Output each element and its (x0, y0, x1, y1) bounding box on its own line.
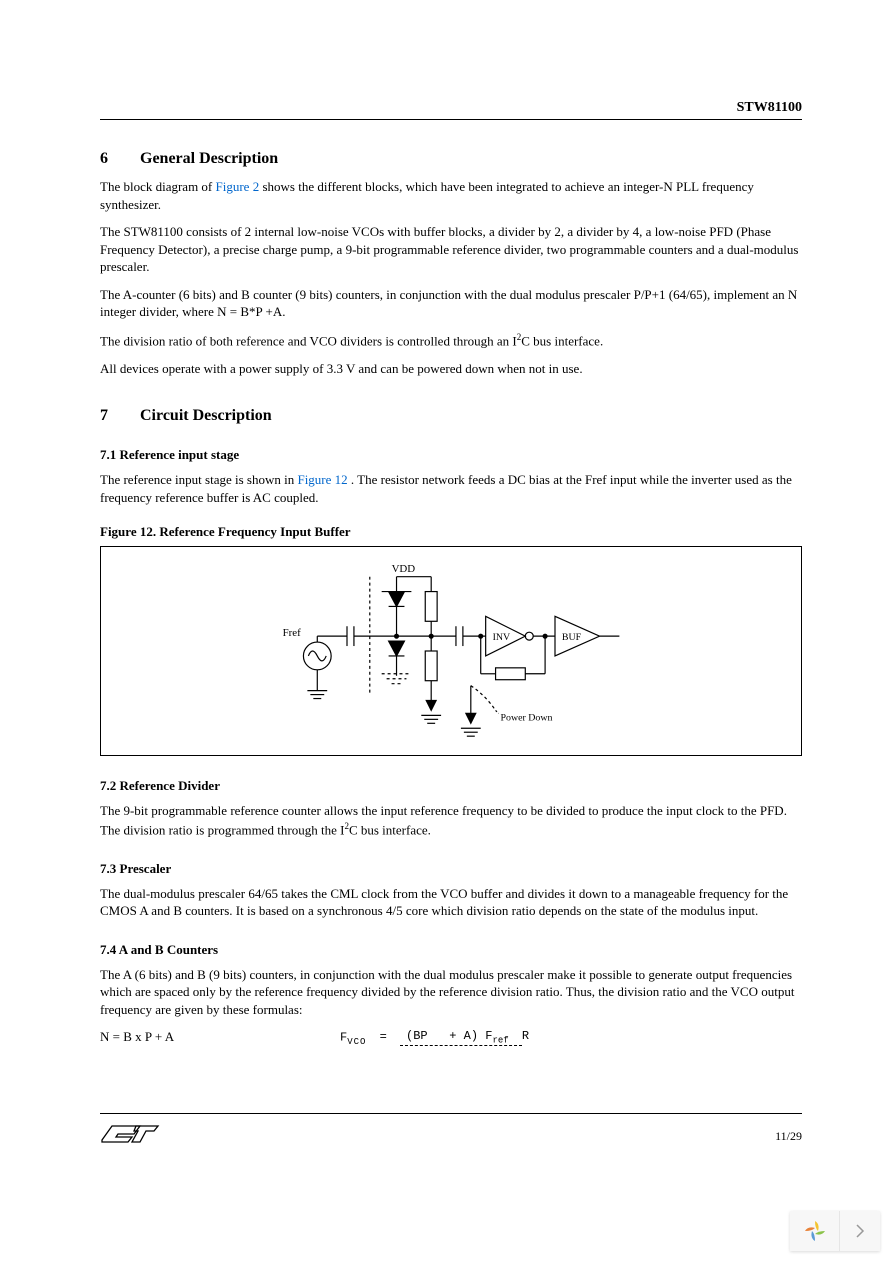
frac-top-a: (BP (406, 1029, 428, 1043)
figure-12-link[interactable]: Figure 12 (297, 472, 347, 487)
sub72-p1a: The 9-bit programmable reference counter… (100, 803, 787, 837)
formula-eq: = (380, 1030, 387, 1044)
page-number: 11/29 (775, 1129, 802, 1144)
nav-next-button[interactable] (840, 1211, 880, 1251)
subsection-7-4-p1: The A (6 bits) and B (9 bits) counters, … (100, 966, 802, 1019)
powerdown-label: Power Down (501, 713, 553, 724)
section-6-p1a: The block diagram of (100, 179, 216, 194)
frac-top-b: + A) F (449, 1029, 492, 1043)
page-footer: 11/29 (100, 1113, 802, 1153)
section-6-p4: The division ratio of both reference and… (100, 331, 802, 350)
vdd-label: VDD (392, 563, 416, 575)
part-number: STW81100 (737, 100, 802, 116)
formula-denominator: R (522, 1027, 529, 1043)
section-6-p2: The STW81100 consists of 2 internal low-… (100, 223, 802, 276)
formula-n: N = B x P + A (100, 1029, 340, 1045)
subsection-7-3-heading: 7.3 Prescaler (100, 861, 802, 877)
subsection-7-1-heading: 7.1 Reference input stage (100, 447, 802, 463)
figure-12-diagram: VDD Fref Power Down (100, 546, 802, 756)
datasheet-page: STW81100 6 General Description The block… (0, 0, 892, 1263)
section-6-p3: The A-counter (6 bits) and B counter (9 … (100, 286, 802, 321)
frac-top-sub: ref (492, 1035, 508, 1045)
fvco-sub: VCO (347, 1036, 366, 1046)
section-7-title: Circuit Description (140, 407, 272, 425)
subsection-7-3-p1: The dual-modulus prescaler 64/65 takes t… (100, 885, 802, 920)
section-6-p1: The block diagram of Figure 2 shows the … (100, 178, 802, 213)
formula-numerator: (BP + A) Fref (400, 1029, 522, 1046)
subsection-7-1-p1: The reference input stage is shown in Fi… (100, 471, 802, 506)
section-6-num: 6 (100, 150, 140, 168)
findchips-logo-icon[interactable] (790, 1211, 840, 1251)
inv-label: INV (493, 632, 511, 643)
formula-row: N = B x P + A FVCO = (BP + A) Fref R (100, 1029, 802, 1047)
subsection-7-2-heading: 7.2 Reference Divider (100, 778, 802, 794)
formula-fvco: FVCO = (BP + A) Fref R (340, 1029, 529, 1047)
buf-label: BUF (562, 632, 582, 643)
st-logo (100, 1120, 160, 1153)
figure-2-link[interactable]: Figure 2 (216, 179, 260, 194)
section-6-p4a: The division ratio of both reference and… (100, 333, 517, 348)
subsection-7-4-heading: 7.4 A and B Counters (100, 942, 802, 958)
sub71-p1a: The reference input stage is shown in (100, 472, 297, 487)
section-7-num: 7 (100, 407, 140, 425)
section-6-p5: All devices operate with a power supply … (100, 360, 802, 378)
section-7-heading: 7 Circuit Description (100, 407, 802, 425)
section-6-p4b: C bus interface. (521, 333, 603, 348)
section-6-title: General Description (140, 150, 278, 168)
chevron-right-icon (855, 1224, 865, 1238)
header-rule: STW81100 (100, 100, 802, 120)
fref-label: Fref (283, 627, 301, 639)
figure-12-caption: Figure 12. Reference Frequency Input Buf… (100, 524, 802, 540)
subsection-7-2-p1: The 9-bit programmable reference counter… (100, 802, 802, 838)
sub72-p1b: C bus interface. (349, 822, 431, 837)
section-6-heading: 6 General Description (100, 150, 802, 168)
nav-widget (790, 1211, 880, 1251)
circuit-svg: VDD Fref Power Down (101, 547, 801, 755)
formula-fraction: (BP + A) Fref R (400, 1029, 529, 1045)
